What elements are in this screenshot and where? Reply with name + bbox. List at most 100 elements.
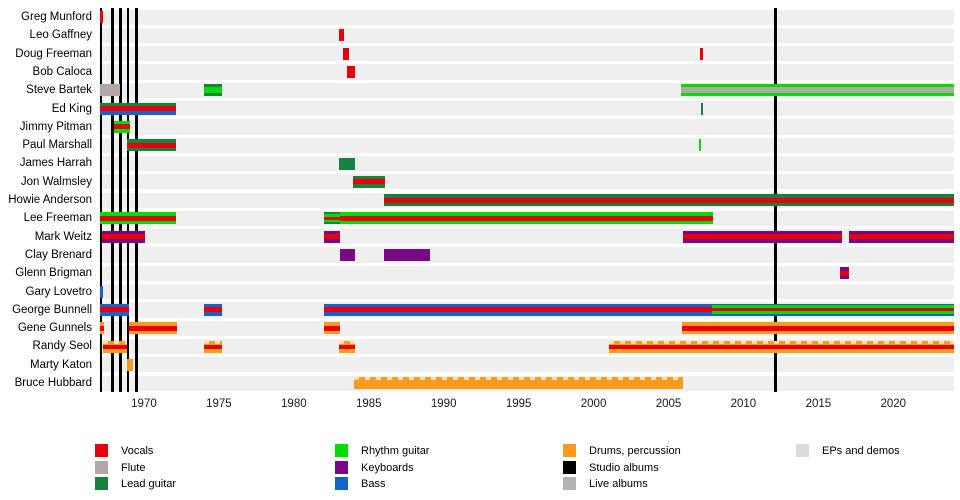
legend-label: Live albums: [589, 478, 648, 491]
segment-stripe-bass: [203, 303, 222, 308]
timeline-segment: [347, 66, 355, 79]
segment-stripe-vocals: [323, 325, 341, 331]
segment-stripe-vocals: [339, 215, 713, 221]
segment-stripe-bass: [203, 312, 222, 316]
timeline-segment: [699, 47, 703, 60]
timeline-segment: [99, 322, 105, 335]
segment-stripe-keys: [682, 230, 843, 235]
segment-stripe-lead: [323, 222, 340, 225]
timeline-segment: [99, 11, 104, 24]
segment-stripe-drums: [128, 322, 177, 326]
member-label: Jon Walmsley: [20, 175, 92, 188]
segment-stripe-keys: [840, 275, 850, 280]
row-band: [99, 247, 954, 263]
timeline-segment: [103, 340, 128, 353]
timeline-segment: [338, 340, 355, 353]
segment-stripe-lead: [127, 139, 177, 143]
segment-stripe-vocals: [347, 66, 355, 79]
legend-swatch-lead: [95, 477, 108, 491]
studio-album-line: [135, 8, 138, 393]
segment-stripe-keys: [323, 230, 341, 235]
segment-stripe-bass: [323, 303, 712, 308]
timeline-segment: [100, 303, 129, 316]
segment-stripe-drums_hatch: [608, 340, 954, 344]
timeline-segment: [383, 249, 431, 262]
segment-stripe-drums_hatch: [338, 340, 355, 344]
segment-stripe-drums: [608, 349, 954, 353]
segment-stripe-rhythm: [339, 220, 713, 225]
segment-stripe-drums: [681, 322, 954, 326]
segment-stripe-drums: [126, 358, 134, 371]
segment-stripe-drums: [353, 380, 683, 390]
segment-stripe-vocals: [353, 179, 385, 185]
timeline-segment: [338, 157, 355, 170]
x-tick-label: 2015: [805, 398, 832, 411]
segment-stripe-drums_hatch: [203, 340, 222, 344]
segment-stripe-lead: [700, 102, 703, 115]
segment-stripe-drums: [99, 330, 105, 335]
segment-stripe-drums: [681, 330, 954, 335]
timeline-segment: [99, 212, 177, 225]
legend-swatch-drums: [563, 444, 576, 457]
timeline-segment: [323, 212, 340, 225]
x-tick-label: 1985: [355, 398, 382, 411]
segment-stripe-rhythm: [113, 120, 130, 125]
x-tick-label: 1980: [281, 398, 307, 411]
segment-stripe-drums_hatch: [353, 377, 683, 381]
member-label: Glenn Brigman: [15, 267, 92, 280]
segment-stripe-drums_hatch: [103, 340, 128, 344]
timeline-segment: [339, 249, 356, 262]
timeline-segment: [681, 322, 954, 335]
segment-stripe-vocals: [608, 344, 954, 350]
segment-stripe-flute: [681, 87, 954, 94]
segment-stripe-vocals: [342, 47, 349, 60]
segment-stripe-rhythm: [711, 305, 954, 309]
row-band: [99, 64, 954, 80]
segment-stripe-flute: [99, 84, 120, 97]
segment-stripe-keys: [339, 249, 356, 262]
segment-stripe-vocals: [203, 307, 222, 313]
x-tick-label: 2010: [730, 398, 757, 411]
legend-label: Rhythm guitar: [361, 445, 430, 457]
segment-stripe-rhythm: [681, 93, 954, 97]
row-band: [99, 174, 954, 190]
row-band: [99, 284, 954, 300]
timeline-segment: [681, 84, 954, 97]
legend-swatch-studio: [563, 460, 576, 474]
row-band: [99, 101, 954, 117]
row-band: [99, 46, 954, 62]
segment-stripe-keys: [323, 239, 341, 243]
segment-stripe-vocals: [113, 124, 130, 130]
segment-stripe-vocals: [338, 29, 344, 42]
timeline-segment: [339, 212, 713, 225]
member-label: George Bunnell: [12, 303, 92, 316]
legend-label: Studio albums: [589, 461, 659, 474]
timeline-segment: [840, 267, 850, 280]
segment-stripe-lead: [203, 84, 222, 88]
segment-stripe-vocals: [99, 106, 177, 112]
row-band: [99, 119, 954, 135]
member-label: Ed King: [51, 102, 92, 115]
segment-stripe-drums: [608, 343, 954, 345]
segment-stripe-rhythm: [99, 220, 177, 225]
segment-stripe-lead: [127, 147, 177, 152]
row-band: [99, 265, 954, 281]
segment-stripe-rhythm: [711, 311, 954, 315]
segment-stripe-rhythm: [323, 214, 340, 217]
segment-stripe-bass: [711, 303, 954, 306]
timeline-segment: [99, 102, 177, 115]
member-label: Randy Seol: [32, 340, 92, 353]
legend-swatch-vocals: [95, 444, 108, 457]
member-label: Paul Marshall: [22, 139, 92, 152]
segment-stripe-rhythm: [99, 212, 177, 216]
member-label: Jimmy Pitman: [19, 120, 92, 133]
x-tick-label: 1970: [131, 398, 157, 411]
segment-stripe-keys: [101, 230, 146, 235]
timeline-segment: [383, 194, 954, 207]
segment-stripe-bass: [100, 303, 129, 308]
segment-stripe-bass: [711, 314, 954, 316]
segment-stripe-lead: [323, 212, 340, 215]
legend-label: Flute: [121, 461, 146, 474]
timeline-segment: [699, 139, 702, 152]
segment-stripe-keys: [849, 239, 954, 243]
